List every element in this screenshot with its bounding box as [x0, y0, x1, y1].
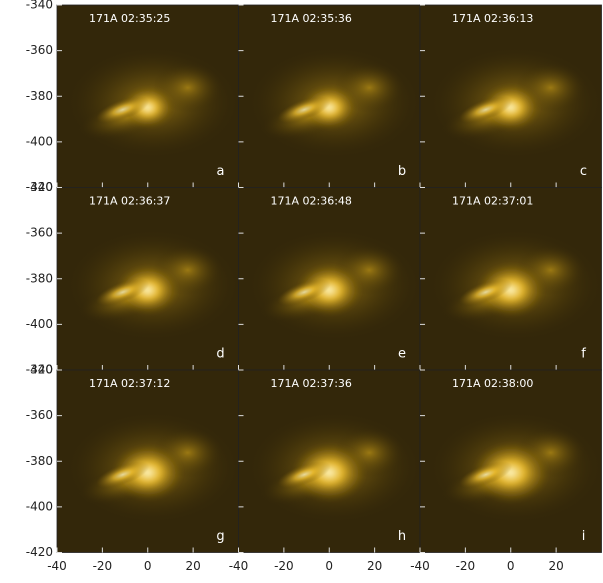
flare-core: [459, 96, 513, 124]
flare-core: [117, 266, 179, 315]
y-tick-label: -380: [26, 271, 53, 285]
flare-core: [96, 96, 150, 124]
y-tick-label: -380: [26, 454, 53, 468]
y-tick-label: -420: [26, 180, 53, 194]
flare-core: [112, 445, 183, 501]
panel-title: 171A 02:36:37: [89, 195, 170, 208]
panel: 171A 02:35:25 a -340 -360 -380 -400 -420: [26, 0, 239, 194]
x-tick-label: -40: [229, 559, 249, 573]
panel-label: b: [398, 164, 406, 179]
panel: 171A 02:37:12 g -40 -20 0 20 -340 -360 -380 -400 -…: [26, 363, 239, 573]
x-tick-label: -40: [410, 559, 430, 573]
panel-title: 171A 02:36:13: [452, 12, 533, 25]
panel-label: d: [216, 347, 224, 362]
panel: 171A 02:36:37 d -340 -360 -380 -400 -420: [26, 180, 239, 377]
y-tick-label: -360: [26, 226, 53, 240]
panel-label: e: [398, 347, 406, 362]
panel: 171A 02:38:00 i -40 -20 0 20: [410, 369, 602, 573]
x-tick-label: 20: [185, 559, 200, 573]
flare-core: [477, 263, 545, 317]
panel-title: 171A 02:37:36: [271, 377, 352, 390]
panel-label: h: [398, 529, 406, 544]
y-tick-label: -360: [26, 43, 53, 57]
panel: 171A 02:36:13 c: [419, 4, 602, 188]
x-tick-label: -20: [274, 559, 294, 573]
flare-core: [277, 96, 331, 124]
panel-title: 171A 02:35:25: [89, 12, 170, 25]
flare-core: [277, 461, 331, 489]
panel-label: a: [217, 164, 225, 179]
panel-label: g: [216, 529, 224, 544]
panel: 171A 02:37:36 h -40 -20 0 20: [229, 369, 421, 573]
flare-core: [292, 443, 366, 502]
y-tick-label: -420: [26, 363, 53, 377]
x-tick-label: 0: [325, 559, 333, 573]
x-tick-label: -20: [456, 559, 476, 573]
x-tick-label: -40: [47, 559, 67, 573]
x-tick-label: -20: [93, 559, 113, 573]
y-tick-label: -400: [26, 134, 53, 148]
x-tick-label: 20: [367, 559, 382, 573]
flare-core: [481, 84, 540, 131]
y-tick-label: -400: [26, 317, 53, 331]
panel: 171A 02:37:01 f: [419, 187, 602, 371]
flare-core: [459, 278, 513, 306]
x-tick-label: 0: [144, 559, 152, 573]
x-tick-label: 0: [507, 559, 515, 573]
panel-title: 171A 02:36:48: [271, 195, 352, 208]
y-tick-label: -340: [26, 363, 53, 377]
panel-label: i: [582, 529, 586, 544]
y-tick-label: -420: [26, 545, 53, 559]
panel: 171A 02:36:48 e: [238, 187, 421, 371]
flare-core: [472, 442, 549, 503]
flare-core: [96, 278, 150, 306]
flare-core: [277, 278, 331, 306]
y-tick-label: -340: [26, 180, 53, 194]
panel-label: c: [580, 164, 587, 179]
x-tick-label: 20: [548, 559, 563, 573]
panel-title: 171A 02:37:01: [452, 195, 533, 208]
panel: 171A 02:35:36 b: [238, 4, 421, 188]
y-tick-label: -360: [26, 408, 53, 422]
panel-title: 171A 02:35:36: [271, 12, 352, 25]
flare-core: [297, 264, 362, 316]
y-tick-label: -380: [26, 89, 53, 103]
y-tick-label: -400: [26, 499, 53, 513]
flare-core: [96, 461, 150, 489]
panel-title: 171A 02:37:12: [89, 377, 170, 390]
y-tick-label: -340: [26, 0, 53, 12]
flare-core: [459, 461, 513, 489]
panel-title: 171A 02:38:00: [452, 377, 533, 390]
panel-label: f: [581, 347, 586, 362]
